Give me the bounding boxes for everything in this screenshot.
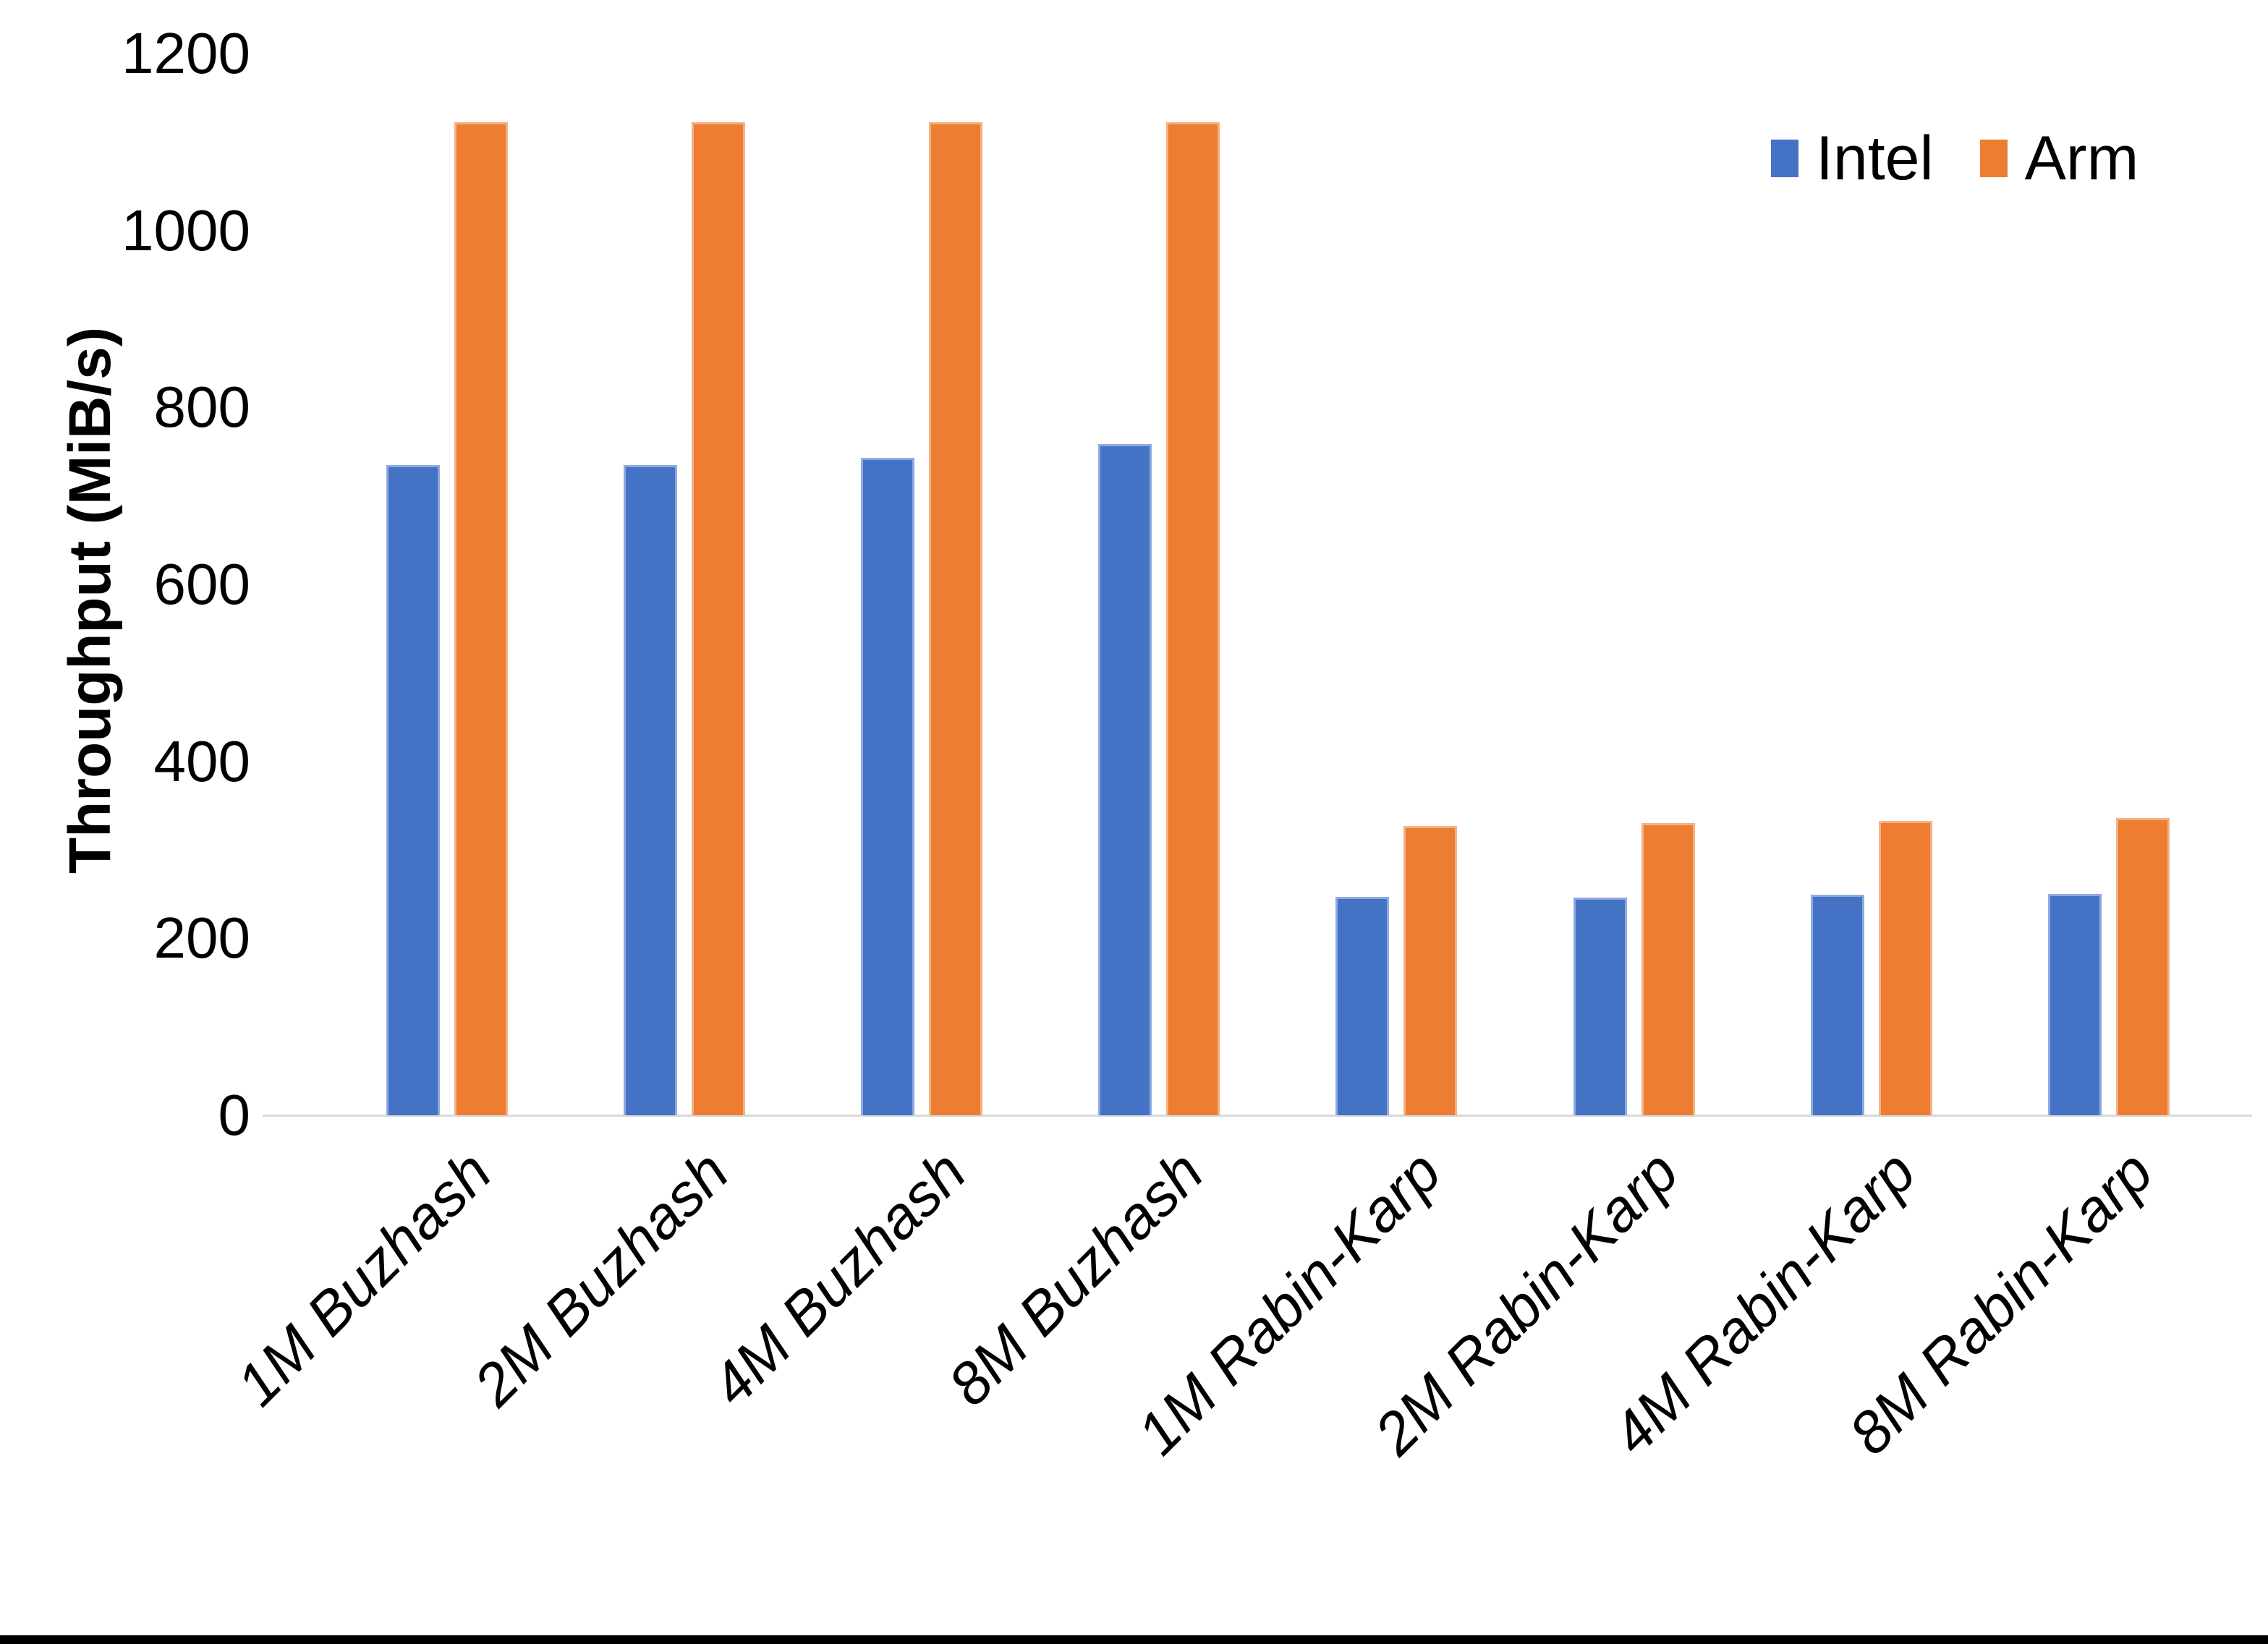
x-category-label-3: 4M Buzhash xyxy=(699,1138,979,1419)
y-tick-label-0: 0 xyxy=(218,1083,251,1147)
y-tick-label-1200: 1200 xyxy=(122,21,250,85)
y-tick-label-1000: 1000 xyxy=(122,197,250,263)
legend-item-intel: Intel xyxy=(1771,127,1934,189)
bar-arm-2 xyxy=(928,122,982,1115)
legend-swatch-intel xyxy=(1771,140,1798,177)
bar-arm-6 xyxy=(1878,820,1932,1115)
bar-arm-1 xyxy=(691,122,745,1115)
x-category-label-2: 2M Buzhash xyxy=(461,1138,742,1419)
bar-arm-4 xyxy=(1403,825,1458,1115)
bar-intel-0 xyxy=(386,464,440,1115)
y-tick-label-600: 600 xyxy=(153,552,250,616)
legend-label-intel: Intel xyxy=(1816,124,1934,193)
bar-intel-4 xyxy=(1335,896,1390,1115)
x-category-label-1: 1M Buzhash xyxy=(224,1138,504,1419)
y-tick-label-200: 200 xyxy=(153,906,250,971)
bar-intel-1 xyxy=(623,464,677,1115)
legend-item-arm: Arm xyxy=(1979,124,2139,193)
y-tick-label-400: 400 xyxy=(153,728,250,793)
bar-intel-2 xyxy=(860,458,914,1115)
legend-label-arm: Arm xyxy=(2024,124,2139,193)
bar-arm-7 xyxy=(2115,817,2170,1115)
bottom-edge-line xyxy=(0,1635,2268,1644)
bar-intel-3 xyxy=(1098,443,1152,1115)
y-tick-label-800: 800 xyxy=(153,375,250,440)
bar-intel-6 xyxy=(1810,895,1864,1115)
bar-intel-7 xyxy=(2047,894,2102,1115)
x-axis-line xyxy=(263,1115,2252,1117)
bar-arm-0 xyxy=(454,122,508,1115)
legend-swatch-arm xyxy=(1979,140,2008,177)
bar-arm-3 xyxy=(1166,122,1220,1115)
bar-intel-5 xyxy=(1573,898,1627,1115)
bar-arm-5 xyxy=(1641,823,1695,1115)
legend: Intel Arm xyxy=(1771,127,2139,189)
plot-area xyxy=(263,54,2252,1117)
